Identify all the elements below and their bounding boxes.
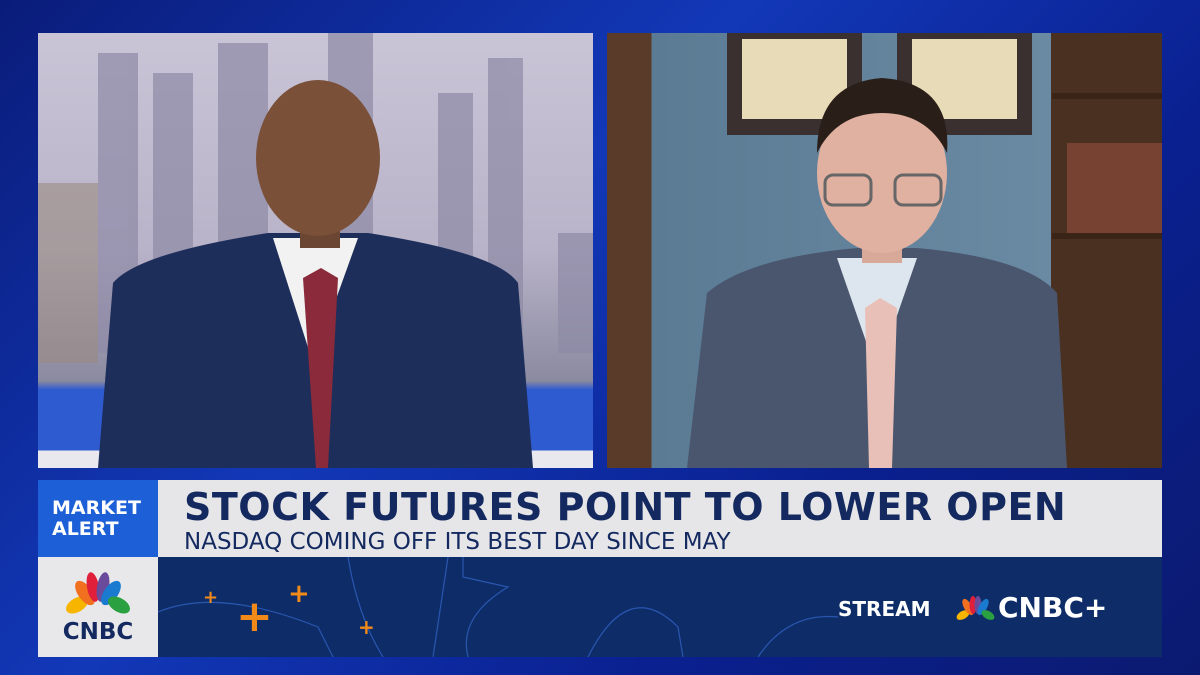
nbc-peacock-icon (66, 572, 130, 614)
plus-decoration: + (203, 587, 219, 608)
alert-label-line2: ALERT (52, 518, 119, 540)
guest-video-feed (607, 33, 1162, 468)
alert-label-line1: MARKET (52, 497, 141, 519)
anchor-video-feed (38, 33, 593, 468)
headline-bar: STOCK FUTURES POINT TO LOWER OPEN NASDAQ… (158, 480, 1162, 557)
subheadline: NASDAQ COMING OFF ITS BEST DAY SINCE MAY (184, 529, 731, 555)
headline: STOCK FUTURES POINT TO LOWER OPEN (184, 485, 1067, 529)
logo-text: CNBC (62, 619, 134, 645)
market-alert-label: MARKET ALERT (38, 480, 158, 557)
cnbc-logo: CNBC (38, 557, 158, 657)
promo-strip: + + + + STREAM CNBC+ (158, 557, 1162, 657)
guest-figure (687, 33, 1162, 468)
cnbc-plus-brand: CNBC+ (998, 591, 1108, 624)
plus-decoration: + (288, 579, 310, 609)
plus-decoration: + (236, 591, 273, 642)
anchor-figure (38, 33, 593, 468)
plus-decoration: + (358, 615, 375, 639)
stream-label: STREAM (838, 597, 931, 621)
nbc-peacock-icon (956, 596, 995, 620)
decorative-lines (158, 557, 839, 657)
